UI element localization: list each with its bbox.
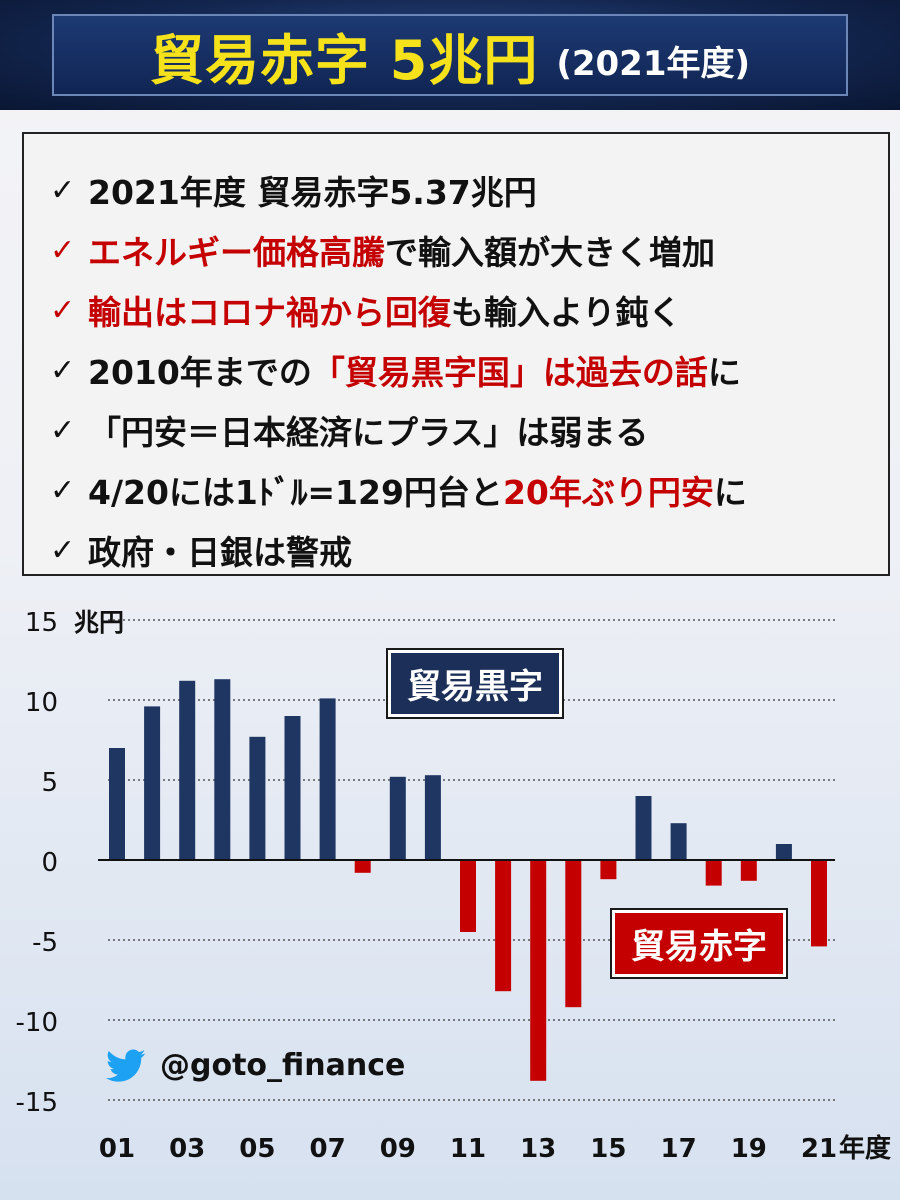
deficit-annotation: 貿易赤字 [610,908,788,979]
bar-18 [705,860,722,886]
summary-item-text: 4/20には1ﾄﾞﾙ=129円台と [88,473,503,512]
check-icon: ✓ [50,412,76,448]
x-tick-label: 07 [310,1134,346,1164]
summary-item-text: 輸出はコロナ禍から回復 [88,293,451,332]
y-tick-label: 5 [41,768,58,798]
bar-03 [179,680,196,860]
bar-02 [144,706,161,860]
y-unit-label: 兆円 [74,608,124,637]
bar-14 [565,860,582,1008]
page-subtitle: (2021年度) [556,43,751,84]
summary-item-text: で輸入額が大きく増加 [385,233,715,272]
bar-19 [740,860,757,881]
x-tick-label: 13 [520,1134,556,1164]
check-icon: ✓ [50,352,76,388]
bar-05 [249,736,266,860]
y-tick-label: 10 [25,688,58,718]
chart-svg: 15 10 5 0 -5 -10 -15 兆円 01 03 05 07 09 11 13 15 17 19 21 年度 [16,608,891,1164]
x-tick-label: 01 [99,1134,135,1164]
check-icon: ✓ [50,472,76,508]
title-bar: 貿易赤字 5兆円 (2021年度) [52,14,848,96]
y-tick-label: 0 [41,848,58,878]
bar-21 [811,860,827,947]
bar-06 [284,716,301,860]
summary-item-text: エネルギー価格高騰 [88,233,385,272]
summary-item: ✓ エネルギー価格高騰 で輸入額が大きく増加 [50,220,888,280]
summary-item: ✓ 4/20には1ﾄﾞﾙ=129円台と 20年ぶり円安に [50,460,888,520]
y-tick-label: -15 [16,1088,58,1118]
summary-item-text: に [707,353,741,392]
bar-07 [319,698,336,860]
check-icon: ✓ [50,172,76,208]
summary-item-text: 「貿易黒字国」は過去の話 [311,353,708,392]
x-tick-label: 11 [450,1134,486,1164]
surplus-annotation: 貿易黒字 [386,648,564,719]
summary-item-text: も輸入より鈍く [451,293,682,332]
summary-item-text: 2010年までの [88,353,312,392]
twitter-bird-icon [106,1049,146,1082]
summary-item: ✓ 輸出はコロナ禍から回復 も輸入より鈍く [50,280,888,340]
bar-08 [354,860,371,873]
y-tick-label: -5 [32,928,58,958]
trade-balance-chart: 15 10 5 0 -5 -10 -15 兆円 01 03 05 07 09 11 13 15 17 19 21 年度… [0,580,900,1200]
summary-item-text: 「円安＝日本経済にプラス」は弱まる [88,413,649,452]
bar-12 [495,860,512,992]
x-tick-label: 09 [380,1134,416,1164]
bar-13 [530,860,547,1081]
bar-09 [389,776,406,860]
check-icon: ✓ [50,532,76,568]
summary-item: ✓ 2010年までの 「貿易黒字国」は過去の話に [50,340,888,400]
bar-17 [670,823,687,860]
bar-16 [635,796,652,860]
check-icon: ✓ [50,292,76,328]
summary-box: ✓ 2021年度 貿易赤字5.37兆円 ✓ エネルギー価格高騰 で輸入額が大きく増加 ✓ 輸… [22,132,890,576]
y-tick-label: -10 [16,1008,58,1038]
bar-04 [214,679,231,860]
x-tick-label: 15 [590,1134,626,1164]
twitter-handle-text: @goto_finance [160,1048,406,1083]
bar-20 [775,844,792,860]
y-tick-label: 15 [25,608,58,638]
summary-item: ✓ 政府・日銀は警戒 [50,520,888,580]
x-tick-label: 17 [661,1134,697,1164]
check-icon: ✓ [50,232,76,268]
bar-10 [424,775,441,860]
bar-11 [460,860,476,932]
x-tick-label: 19 [731,1134,767,1164]
summary-item-text: 政府・日銀は警戒 [88,533,352,572]
x-tick-label: 21 [801,1134,837,1164]
summary-item-text: 2021年度 貿易赤字5.37兆円 [88,173,537,212]
x-tick-label: 03 [169,1134,205,1164]
x-tick-label: 05 [239,1134,275,1164]
summary-item-text: 20年ぶり円安 [502,473,714,512]
twitter-credit[interactable]: @goto_finance [106,1048,405,1083]
header-banner: 貿易赤字 5兆円 (2021年度) [0,0,900,110]
bar-01 [109,748,125,860]
page-title: 貿易赤字 5兆円 [149,28,539,92]
x-unit-label: 年度 [839,1133,891,1164]
bar-15 [600,860,617,880]
summary-item: ✓ 2021年度 貿易赤字5.37兆円 [50,160,888,220]
summary-item-text: に [713,473,747,512]
summary-item: ✓ 「円安＝日本経済にプラス」は弱まる [50,400,888,460]
